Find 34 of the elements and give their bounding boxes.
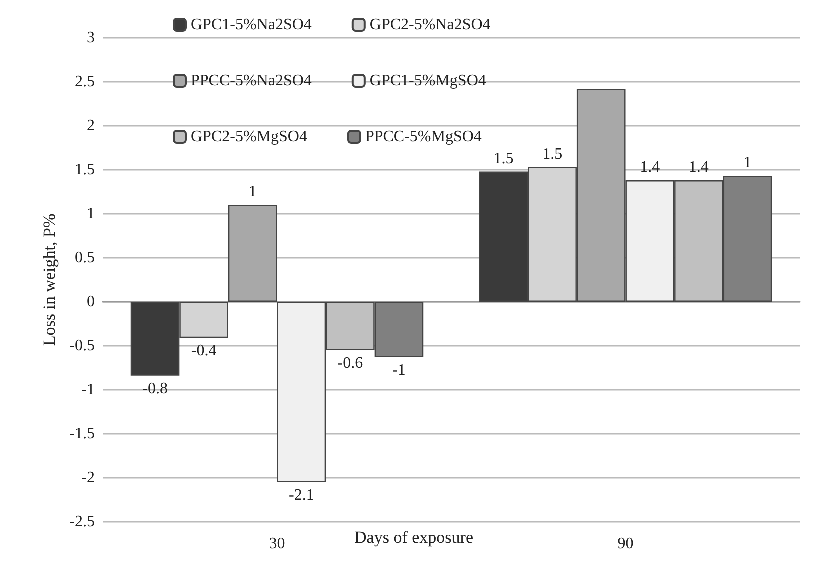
- y-tick-label: -2: [82, 470, 95, 486]
- data-label: -0.6: [338, 354, 364, 372]
- y-tick-label: -2.5: [70, 514, 95, 530]
- data-label: -2.1: [288, 486, 314, 504]
- y-tick-label: 1: [87, 206, 95, 222]
- bar: [228, 205, 278, 302]
- data-label: 1.5: [494, 150, 514, 168]
- y-tick-label: 2.5: [75, 74, 95, 90]
- legend-label: GPC1-5%MgSO4: [370, 72, 486, 90]
- data-label: 1.4: [640, 159, 660, 176]
- x-axis-title: Days of exposure: [354, 528, 474, 547]
- y-tick-label: 0.5: [75, 250, 95, 266]
- data-label: -1: [392, 362, 406, 379]
- legend-label: GPC2-5%Na2SO4: [370, 16, 491, 34]
- legend-label: PPCC-5%MgSO4: [365, 128, 482, 146]
- y-tick-label: -1.5: [70, 426, 95, 442]
- y-tick-label: 3: [87, 30, 95, 46]
- data-label: 1: [744, 154, 752, 172]
- y-tick-label: 1.5: [75, 162, 95, 178]
- y-axis-title: Loss in weight, P%: [40, 214, 59, 346]
- data-label: -0.4: [191, 342, 217, 360]
- legend-label: PPCC-5%Na2SO4: [191, 72, 312, 90]
- data-label: 1.5: [542, 146, 563, 163]
- x-tick-label: 30: [269, 536, 286, 552]
- data-label: 1.4: [688, 159, 709, 176]
- y-tick-label: -1: [82, 382, 95, 398]
- legend-label: GPC2-5%MgSO4: [191, 128, 308, 146]
- y-tick-label: 2: [87, 118, 95, 134]
- legend-label: GPC1-5%Na2SO4: [191, 16, 312, 34]
- data-label: 1: [248, 184, 257, 201]
- y-tick-label: 0: [87, 294, 95, 310]
- y-tick-label: -0.5: [70, 338, 95, 354]
- data-label: -0.8: [142, 380, 168, 398]
- x-tick-label: 90: [618, 536, 634, 552]
